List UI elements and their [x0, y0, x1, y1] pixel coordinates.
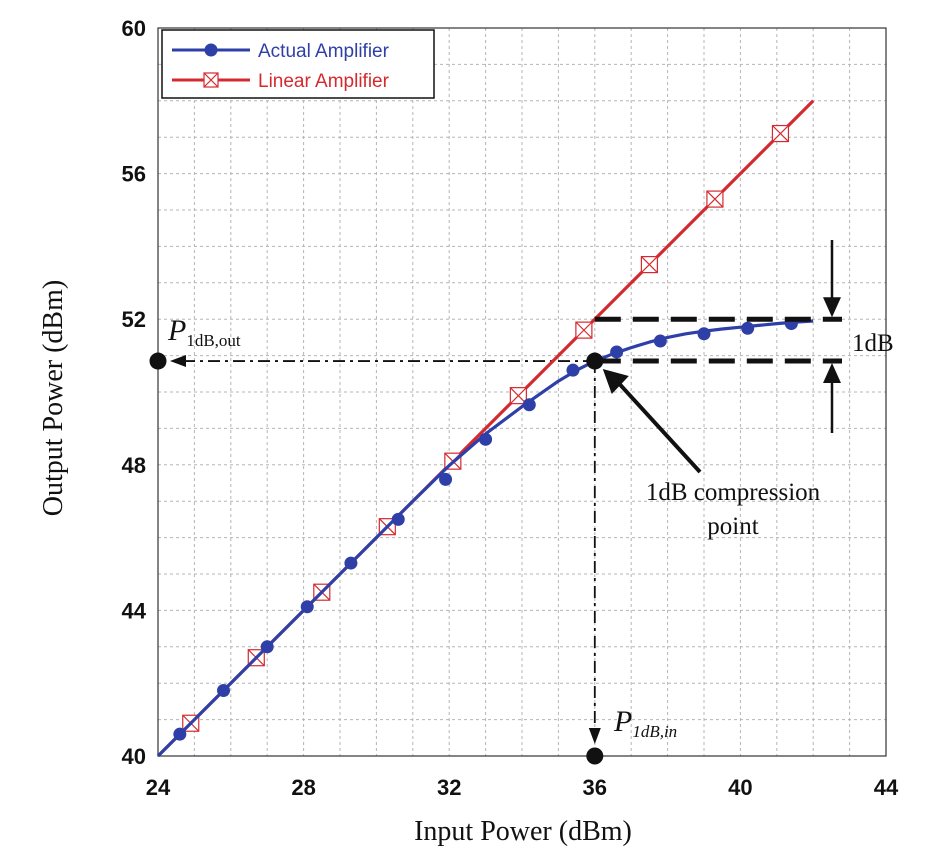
plot-border	[157, 27, 887, 757]
actual-point	[439, 472, 453, 486]
one-db-arrow-bottom-head	[823, 363, 841, 384]
p-out-label: P1dB,out	[167, 314, 241, 350]
compression-arrow-shaft	[615, 379, 702, 474]
arrowhead-p-out	[170, 355, 186, 368]
x-tick-label: 40	[728, 775, 752, 800]
legend-marker-actual	[204, 43, 218, 57]
actual-point	[391, 512, 405, 526]
p-in-label-main: P	[613, 705, 632, 738]
p-out-label-sub: 1dB,out	[186, 331, 241, 350]
compression-arrow-head	[602, 369, 629, 395]
actual-point	[479, 432, 493, 446]
y-tick-label: 52	[122, 307, 146, 332]
linear-point	[640, 256, 659, 274]
x-tick-label: 28	[291, 775, 315, 800]
actual-point	[344, 556, 358, 570]
actual-point	[566, 363, 580, 377]
x-axis-title: Input Power (dBm)	[414, 816, 632, 847]
linear-point	[575, 321, 593, 339]
actual-point	[173, 727, 187, 741]
linear-point	[706, 190, 724, 208]
linear-point	[771, 124, 790, 143]
x-tick-label: 44	[874, 775, 899, 800]
p-in-label-sub: 1dB,in	[632, 722, 677, 741]
x-tick-label: 24	[146, 775, 171, 800]
y-axis-title: Output Power (dBm)	[38, 280, 69, 516]
actual-point	[522, 398, 536, 412]
tick-labels: 24 28 32 36 40 44 40 44 48 52 56 60	[122, 16, 899, 800]
actual-point	[697, 327, 711, 341]
p-in-label: P1dB,in	[613, 705, 677, 741]
actual-point	[610, 345, 624, 359]
p-out-label-main: P	[167, 314, 186, 347]
linear-point	[509, 387, 527, 405]
actual-point	[653, 334, 667, 348]
legend-marker-linear	[203, 72, 219, 88]
y-tick-label: 40	[122, 744, 146, 769]
y-tick-label: 56	[122, 162, 146, 187]
y-tick-label: 60	[122, 16, 146, 41]
compression-label-line2: point	[707, 513, 758, 540]
actual-point	[260, 640, 274, 654]
p-in-point-marker	[586, 747, 604, 765]
x-tick-label: 36	[583, 775, 607, 800]
series-lines	[156, 99, 815, 758]
compression-point-marker	[586, 352, 604, 370]
actual-point	[217, 683, 231, 697]
one-db-arrow-top-head	[823, 297, 841, 318]
actual-point	[300, 600, 314, 614]
compression-label-line1: 1dB compression	[646, 479, 821, 506]
y-tick-label: 48	[122, 453, 146, 478]
legend-label-linear: Linear Amplifier	[258, 71, 390, 92]
p-out-point-marker	[149, 352, 167, 370]
y-tick-label: 44	[122, 598, 147, 623]
one-db-label: 1dB	[852, 330, 894, 357]
x-tick-label: 32	[437, 775, 461, 800]
actual-point	[741, 321, 755, 335]
annotation-guides	[170, 355, 601, 744]
legend-label-actual: Actual Amplifier	[258, 41, 390, 62]
annotation-marks	[149, 240, 842, 765]
grid	[158, 28, 886, 756]
plot-frame	[157, 27, 887, 757]
legend: Actual Amplifier Linear Amplifier	[161, 29, 435, 99]
arrowhead-p-in	[588, 728, 601, 744]
